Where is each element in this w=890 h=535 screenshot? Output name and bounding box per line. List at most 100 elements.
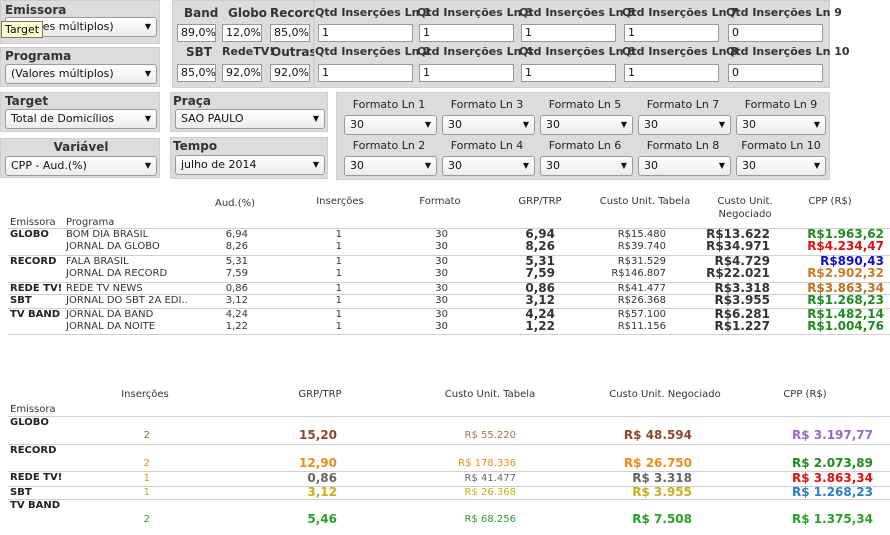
row-separator <box>8 282 890 283</box>
qtd-ln4-label: Qtd Inserções Ln 4 <box>417 45 533 58</box>
globo-share-label: Globo <box>228 6 268 20</box>
formato-ln8-select[interactable]: 30 ▼ <box>638 156 731 176</box>
summary-grp: 5,46 <box>307 512 337 526</box>
formato-ln1-value: 30 <box>350 118 364 131</box>
chevron-down-icon: ▼ <box>424 120 431 129</box>
row-formato: 30 <box>435 256 448 267</box>
redetv-share-input[interactable]: 92,0% <box>222 64 262 82</box>
summary-cpp: R$ 1.375,34 <box>792 512 873 526</box>
summary-custo-tabela: R$ 41.477 <box>464 473 516 484</box>
globo-share-input[interactable]: 12,0% <box>222 24 262 42</box>
record-share-label: Record <box>270 6 318 20</box>
formato-ln6-label: Formato Ln 6 <box>548 139 622 152</box>
row-insercoes: 1 <box>335 309 342 320</box>
row-cpp: R$4.234,47 <box>807 239 884 253</box>
tempo-select[interactable]: julho de 2014 ▼ <box>175 155 325 175</box>
row-separator <box>8 416 890 417</box>
row-cpp: R$890,43 <box>820 254 884 268</box>
sbt-share-input[interactable]: 85,0% <box>177 64 216 82</box>
band-share-input[interactable]: 89,0% <box>177 24 216 42</box>
row-insercoes: 1 <box>335 295 342 306</box>
summary-cpp: R$ 2.073,89 <box>792 456 873 470</box>
summary-cpp: R$ 3.197,77 <box>792 428 873 442</box>
chevron-down-icon: ▼ <box>522 161 529 170</box>
formato-ln1-select[interactable]: 30 ▼ <box>344 115 437 135</box>
qtd-ln10-input[interactable]: 0 <box>728 64 823 82</box>
formato-ln3-value: 30 <box>448 118 462 131</box>
row-cpp: R$1.268,23 <box>807 293 884 307</box>
chevron-down-icon: ▼ <box>144 22 151 31</box>
row-grp: 0,86 <box>525 281 555 295</box>
chevron-down-icon: ▼ <box>718 120 725 129</box>
row-separator <box>8 255 890 256</box>
header-grp: GRP/TRP <box>518 196 562 207</box>
qtd-ln2-label: Qtd Inserções Ln 2 <box>315 45 431 58</box>
programa-label: Programa <box>5 49 72 63</box>
chevron-down-icon: ▼ <box>312 160 319 169</box>
redetv-share-label: RedeTV! <box>222 45 275 58</box>
qtd-ln7-input[interactable]: 1 <box>624 24 719 42</box>
record-share-input[interactable]: 85,0% <box>270 24 310 42</box>
praca-select-value: SAO PAULO <box>181 112 244 125</box>
qtd-ln9-input[interactable]: 0 <box>728 24 823 42</box>
chevron-down-icon: ▼ <box>813 161 820 170</box>
qtd-ln1-input[interactable]: 1 <box>318 24 413 42</box>
qtd-ln3-label: Qtd Inserções Ln 3 <box>417 6 533 19</box>
formato-ln10-select[interactable]: 30 ▼ <box>736 156 826 176</box>
formato-ln5-select[interactable]: 30 ▼ <box>540 115 633 135</box>
row-aud: 8,26 <box>225 241 248 252</box>
qtd-ln5-input[interactable]: 1 <box>521 24 616 42</box>
qtd-ln1-label: Qtd Inserções Ln 1 <box>315 6 431 19</box>
formato-ln5-label: Formato Ln 5 <box>548 98 622 111</box>
variavel-select[interactable]: CPP - Aud.(%) ▼ <box>5 156 157 176</box>
qtd-ln3-input[interactable]: 1 <box>419 24 514 42</box>
row-emissora: TV BAND <box>10 309 61 320</box>
row-aud: 0,86 <box>225 283 248 294</box>
row-formato: 30 <box>435 321 448 332</box>
praca-select[interactable]: SAO PAULO ▼ <box>175 109 325 129</box>
row-grp: 6,94 <box>525 227 555 241</box>
qtd-ln4-input[interactable]: 1 <box>419 64 514 82</box>
praca-label: Praça <box>173 94 212 108</box>
programa-select[interactable]: (Valores múltiplos) ▼ <box>5 64 157 84</box>
row-custo-tabela: R$11.156 <box>617 321 666 332</box>
header-programa: Programa <box>66 217 115 228</box>
row-custo-tabela: R$15.480 <box>617 229 666 240</box>
chevron-down-icon: ▼ <box>144 161 151 170</box>
target-select-value: Total de Domicílios <box>11 112 115 125</box>
row-cpp: R$2.902,32 <box>807 266 884 280</box>
row-cpp: R$1.004,76 <box>807 319 884 333</box>
qtd-ln2-input[interactable]: 1 <box>318 64 413 82</box>
formato-ln6-select[interactable]: 30 ▼ <box>540 156 633 176</box>
qtd-ln8-input[interactable]: 1 <box>624 64 719 82</box>
row-formato: 30 <box>435 268 448 279</box>
header-custo-negociado-1: Custo Unit. <box>717 196 773 207</box>
header-custo-tabela: Custo Unit. Tabela <box>599 196 691 207</box>
row-formato: 30 <box>435 229 448 240</box>
formato-ln7-select[interactable]: 30 ▼ <box>638 115 731 135</box>
target-select[interactable]: Total de Domicílios ▼ <box>5 109 157 129</box>
row-custo-tabela: R$31.529 <box>617 256 666 267</box>
qtd-insercoes-panel: Qtd Inserções Ln 1 Qtd Inserções Ln 3 Qt… <box>314 0 850 88</box>
chevron-down-icon: ▼ <box>718 161 725 170</box>
tempo-label: Tempo <box>173 139 218 153</box>
emissora-label: Emissora <box>5 3 67 17</box>
row-aud: 4,24 <box>225 309 248 320</box>
summary-custo-negociado: R$ 48.594 <box>623 428 692 442</box>
formato-ln8-value: 30 <box>644 159 658 172</box>
formato-ln2-select[interactable]: 30 ▼ <box>344 156 437 176</box>
tempo-filter-panel: Tempo julho de 2014 ▼ <box>170 137 328 179</box>
row-formato: 30 <box>435 309 448 320</box>
row-emissora: REDE TV! <box>10 283 63 294</box>
row-custo-negociado: R$3.955 <box>714 293 770 307</box>
formato-ln3-select[interactable]: 30 ▼ <box>442 115 535 135</box>
row-separator <box>8 334 890 335</box>
summary-header-grp: GRP/TRP <box>298 389 342 400</box>
qtd-ln6-input[interactable]: 1 <box>521 64 616 82</box>
row-custo-negociado: R$34.971 <box>706 239 770 253</box>
sbt-share-label: SBT <box>186 45 212 59</box>
formato-ln4-select[interactable]: 30 ▼ <box>442 156 535 176</box>
formato-ln9-select[interactable]: 30 ▼ <box>736 115 826 135</box>
outras-share-input[interactable]: 92,0% <box>270 64 310 82</box>
tempo-select-value: julho de 2014 <box>181 158 257 171</box>
